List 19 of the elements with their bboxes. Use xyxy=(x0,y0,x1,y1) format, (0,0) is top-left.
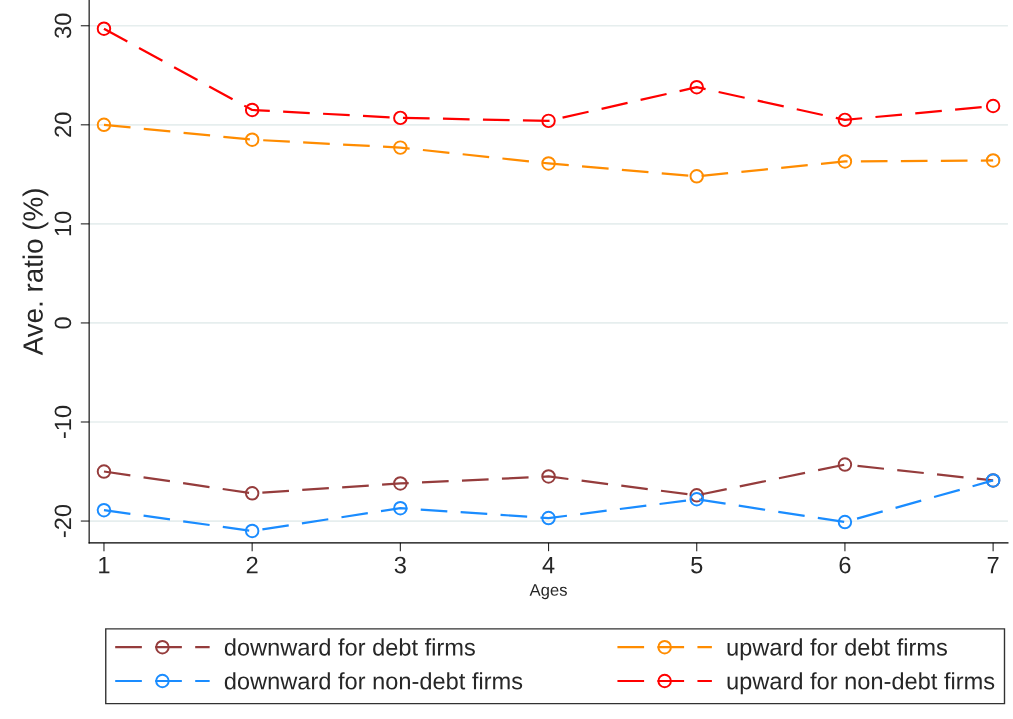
legend-label: downward for non-debt firms xyxy=(224,672,523,690)
legend-label: downward for debt firms xyxy=(224,638,475,656)
x-tick-label: 2 xyxy=(246,556,258,574)
y-tick-label: 10 xyxy=(54,211,72,236)
x-tick-label: 5 xyxy=(691,556,703,574)
y-axis-title: Ave. ratio (%) xyxy=(22,189,49,356)
y-tick-label: -10 xyxy=(54,405,72,439)
y-tick-label: 20 xyxy=(54,112,72,137)
x-tick-label: 7 xyxy=(987,556,999,574)
x-tick-label: 1 xyxy=(99,556,110,574)
x-axis-title: Ages xyxy=(529,584,567,600)
x-tick-label: 6 xyxy=(839,556,851,574)
y-tick-label: 30 xyxy=(54,13,72,38)
y-tick-label: -20 xyxy=(54,504,72,538)
x-tick-label: 4 xyxy=(542,556,555,574)
x-tick-label: 3 xyxy=(394,556,406,574)
y-tick-label: 0 xyxy=(54,317,72,329)
legend-label: upward for debt firms xyxy=(727,638,947,661)
legend-label: upward for non-debt firms xyxy=(727,672,995,695)
